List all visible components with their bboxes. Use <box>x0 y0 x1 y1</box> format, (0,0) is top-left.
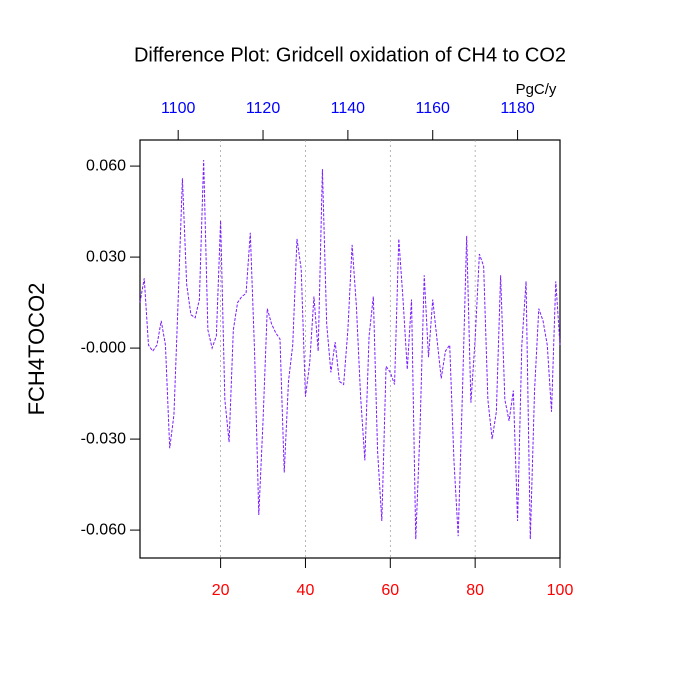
chart-title: Difference Plot: Gridcell oxidation of C… <box>134 44 566 66</box>
x-tick-label: 40 <box>297 582 315 599</box>
y-axis-label: FCH4TOCO2 <box>24 283 49 416</box>
x-tick-label: 100 <box>547 582 574 599</box>
x2-tick-label: 1100 <box>161 100 196 117</box>
x2-tick-label: 1120 <box>246 100 281 117</box>
x2-axis-label: PgC/y <box>516 81 557 98</box>
x-tick-label: 20 <box>212 582 230 599</box>
y-tick-label: -0.060 <box>81 521 126 538</box>
x-tick-label: 80 <box>466 582 484 599</box>
y-tick-label: -0.030 <box>81 430 126 447</box>
x2-tick-label: 1180 <box>500 100 535 117</box>
y-tick-label: -0.000 <box>81 339 126 356</box>
y-tick-label: 0.060 <box>86 157 126 174</box>
x-tick-label: 60 <box>381 582 399 599</box>
data-line <box>139 160 561 540</box>
plot-frame <box>139 139 561 559</box>
x2-tick-label: 1140 <box>331 100 366 117</box>
x2-tick-label: 1160 <box>416 100 451 117</box>
y-tick-label: 0.030 <box>86 248 126 265</box>
